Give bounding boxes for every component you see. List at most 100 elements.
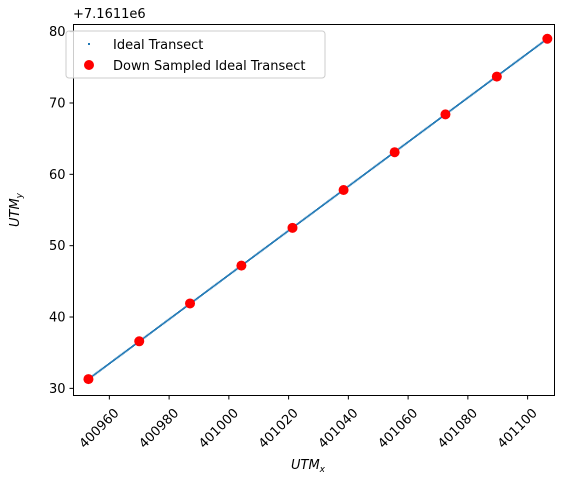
y-tick-label: 30	[49, 382, 66, 397]
ideal-transect-point	[166, 319, 169, 322]
ideal-transect-point	[155, 328, 157, 330]
ideal-transect-point	[481, 86, 484, 88]
ideal-transect-point	[329, 198, 332, 201]
ideal-transect-point	[150, 331, 152, 334]
ideal-transect-point	[314, 209, 317, 212]
ideal-transect-point	[146, 334, 148, 337]
ideal-transect-point	[115, 357, 118, 360]
ideal-transect-point	[226, 275, 229, 277]
ideal-transect-point	[162, 322, 165, 325]
ideal-transect-point	[318, 207, 321, 209]
y-tick-label: 50	[49, 239, 66, 254]
ideal-transect-point	[130, 346, 133, 348]
ideal-transect-point	[435, 120, 438, 122]
ideal-transect-point	[301, 219, 304, 222]
ideal-transect-point	[308, 214, 310, 217]
ideal-transect-point	[466, 97, 468, 100]
ideal-transect-point	[263, 247, 266, 250]
ideal-transect-point	[198, 295, 201, 298]
ideal-transect-point	[416, 134, 419, 137]
ideal-transect-point	[520, 56, 523, 59]
ideal-transect-point	[133, 344, 136, 346]
ideal-transect-point	[462, 100, 465, 103]
ideal-transect-point	[280, 235, 282, 238]
ideal-transect-point	[471, 93, 474, 96]
ideal-transect-point	[487, 81, 490, 84]
ideal-transect-point	[250, 257, 253, 259]
ideal-transect-point	[458, 103, 461, 105]
ideal-transect-point	[255, 253, 258, 256]
ideal-transect-point	[527, 52, 530, 54]
ideal-transect-point	[273, 240, 276, 242]
ideal-transect-point	[490, 79, 493, 82]
ideal-transect-point	[370, 168, 373, 171]
ideal-transect-point	[352, 181, 355, 184]
ideal-transect-point	[388, 155, 391, 157]
ideal-transect-point	[99, 369, 101, 372]
ideal-transect-point	[375, 164, 378, 167]
ideal-transect-point	[485, 83, 488, 86]
ideal-transect-point	[199, 295, 202, 297]
ideal-transect-point	[278, 236, 281, 239]
ideal-transect-point	[337, 192, 340, 195]
ideal-transect-point	[540, 42, 542, 45]
ideal-transect-point	[332, 196, 335, 199]
ideal-transect-point	[95, 372, 97, 375]
ideal-transect-point	[299, 221, 301, 224]
ideal-transect-point	[194, 298, 197, 301]
ideal-transect-point	[152, 329, 155, 332]
ideal-transect-point	[430, 123, 433, 126]
ideal-transect-point	[147, 333, 150, 336]
ideal-transect-point	[327, 200, 329, 203]
ideal-transect-point	[449, 109, 452, 112]
ideal-transect-point	[114, 358, 117, 361]
ideal-transect-point	[271, 242, 273, 244]
ideal-transect-point	[402, 144, 405, 147]
ideal-transect-point	[218, 280, 221, 283]
ideal-transect-point	[328, 199, 331, 202]
ideal-transect-point	[381, 159, 384, 162]
ideal-transect-point	[509, 65, 512, 68]
ideal-transect-point	[407, 140, 410, 143]
ideal-transect-point	[266, 245, 268, 248]
ideal-transect-point	[169, 317, 171, 320]
ideal-transect-point	[176, 312, 179, 314]
ideal-transect-point	[206, 290, 208, 293]
ideal-transect-point	[365, 172, 368, 174]
ideal-transect-point	[355, 179, 358, 182]
ideal-transect-point	[203, 292, 206, 294]
down-sampled-point	[287, 222, 298, 233]
ideal-transect-point	[347, 185, 350, 188]
ideal-transect-point	[503, 70, 505, 72]
ideal-transect-point	[156, 327, 159, 329]
y-tick-label: 40	[49, 311, 66, 326]
ideal-transect-point	[119, 354, 122, 357]
ideal-transect-point	[125, 349, 128, 352]
ideal-transect-point	[374, 165, 377, 168]
ideal-transect-point	[336, 193, 338, 196]
ideal-transect-point	[369, 169, 372, 172]
ideal-transect-point	[464, 98, 467, 101]
ideal-transect-point	[253, 255, 256, 258]
ideal-transect-point	[439, 117, 442, 120]
ideal-transect-point	[184, 306, 187, 309]
ideal-transect-point	[248, 259, 250, 261]
ideal-transect-point	[536, 45, 539, 48]
ideal-transect-point	[508, 66, 510, 69]
ideal-transect-point	[432, 122, 435, 124]
ideal-transect-point	[232, 270, 235, 273]
ideal-transect-point	[353, 180, 356, 183]
ideal-transect-point	[404, 142, 407, 145]
ideal-transect-point	[399, 146, 402, 149]
ideal-transect-point	[360, 175, 363, 178]
ideal-transect-point	[459, 102, 462, 104]
down-sampled-point	[236, 260, 247, 271]
ideal-transect-point	[379, 161, 382, 164]
plot-area	[73, 24, 555, 396]
ideal-transect-point	[306, 215, 309, 218]
ideal-transect-point	[229, 273, 231, 276]
ideal-transect-point	[529, 50, 532, 52]
ideal-transect-point	[348, 184, 351, 187]
ideal-transect-point	[425, 127, 428, 130]
ideal-transect-point	[221, 278, 224, 281]
